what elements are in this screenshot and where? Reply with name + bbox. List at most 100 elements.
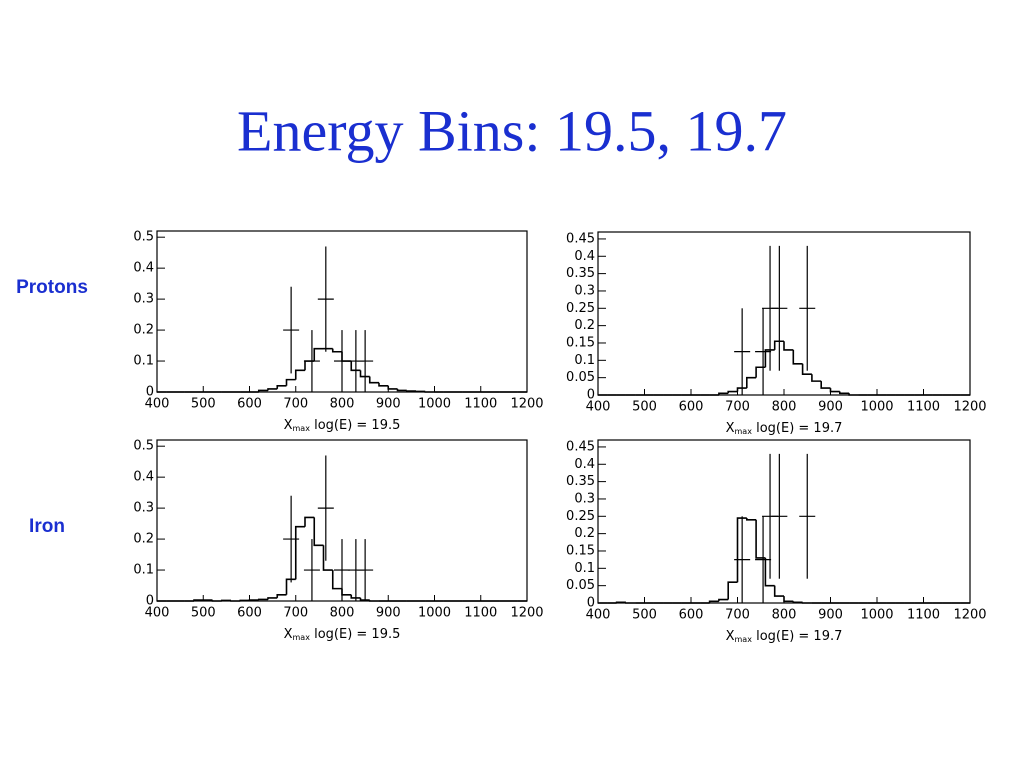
histogram-bin	[193, 599, 204, 601]
x-tick-label: 1200	[953, 608, 986, 623]
histogram-bin	[257, 389, 268, 392]
histogram	[598, 245, 970, 396]
y-tick-label: 0	[587, 596, 595, 611]
histogram-bin	[839, 391, 850, 395]
y-tick-label: 0.4	[133, 261, 154, 276]
histogram-bin	[801, 363, 812, 375]
x-tick-label: 800	[330, 606, 355, 621]
histogram-bin	[746, 518, 757, 521]
histogram-bin	[276, 385, 287, 389]
x-tick-label: 900	[818, 400, 843, 415]
y-tick-label: 0.1	[133, 563, 154, 578]
histogram-bin	[359, 370, 370, 378]
histogram-bin	[322, 545, 333, 571]
y-tick-label: 0.5	[133, 439, 154, 454]
histogram-bin	[257, 598, 268, 601]
histogram-bin	[615, 601, 626, 604]
plot-frame	[597, 231, 971, 396]
x-axis-label: Xmax log(E) = 19.5	[284, 418, 401, 433]
x-tick-label: 1100	[907, 608, 940, 623]
y-tick-label: 0.2	[574, 318, 595, 333]
x-tick-label: 700	[725, 400, 750, 415]
histogram-bin	[424, 391, 435, 393]
histogram-bin	[405, 390, 416, 392]
x-axis-label-rest: log(E) = 19.5	[310, 418, 400, 433]
y-tick-label: 0.1	[574, 353, 595, 368]
x-axis-label-main: X	[726, 629, 735, 644]
y-tick-label: 0.4	[574, 457, 595, 472]
x-tick-label: 500	[632, 400, 657, 415]
histogram-bin	[350, 594, 361, 599]
x-tick-label: 600	[237, 606, 262, 621]
histogram-bin	[783, 596, 794, 603]
histogram-bin	[378, 382, 389, 387]
y-tick-label: 0.2	[133, 532, 154, 547]
histogram-bin	[350, 361, 361, 372]
x-tick-label: 900	[376, 606, 401, 621]
x-axis-label: Xmax log(E) = 19.7	[726, 421, 843, 436]
x-axis-label: Xmax log(E) = 19.7	[726, 629, 843, 644]
y-tick-label: 0.2	[574, 526, 595, 541]
x-tick-label: 800	[330, 397, 355, 412]
x-tick-label: 500	[191, 606, 216, 621]
x-axis-label-main: X	[284, 418, 293, 433]
y-tick-label: 0.5	[133, 230, 154, 245]
y-tick-label: 0.25	[566, 509, 595, 524]
x-tick-label: 800	[772, 608, 797, 623]
histogram-bin	[267, 388, 278, 391]
x-tick-label: 900	[818, 608, 843, 623]
y-tick-label: 0.3	[133, 292, 154, 307]
histogram-bin	[220, 599, 231, 602]
histogram-bin	[792, 601, 803, 604]
x-tick-label: 1200	[953, 400, 986, 415]
x-tick-label: 1100	[464, 397, 497, 412]
histogram-bin	[755, 366, 766, 378]
x-tick-label: 400	[145, 606, 170, 621]
x-axis-label-sub: max	[735, 635, 753, 644]
histogram-bin	[294, 525, 305, 580]
y-tick-label: 0.35	[566, 474, 595, 489]
histogram-bin	[396, 388, 407, 392]
y-tick-label: 0.45	[566, 439, 595, 454]
histogram-bin	[285, 578, 296, 595]
x-axis-label-rest: log(E) = 19.7	[752, 421, 842, 436]
histogram-bin	[829, 388, 840, 393]
histogram-bin	[764, 557, 775, 587]
histogram-bin	[727, 390, 738, 394]
histogram-bin	[848, 393, 859, 396]
histogram-bin	[801, 602, 812, 604]
histogram-bin	[718, 392, 729, 395]
histogram-bin	[773, 340, 784, 350]
x-tick-label: 600	[679, 608, 704, 623]
histogram-bin	[755, 519, 766, 559]
x-tick-label: 400	[145, 397, 170, 412]
y-tick-label: 0.3	[574, 283, 595, 298]
x-tick-label: 400	[586, 400, 611, 415]
histogram-bin	[820, 381, 831, 389]
plot-frame	[597, 439, 971, 604]
histogram-bin	[230, 600, 241, 602]
x-tick-label: 1200	[510, 397, 543, 412]
histogram-bin	[727, 581, 738, 600]
y-tick-label: 0.35	[566, 266, 595, 281]
x-tick-label: 700	[725, 608, 750, 623]
x-tick-label: 1000	[418, 397, 451, 412]
histogram	[157, 455, 527, 602]
histogram-bin	[625, 602, 636, 604]
x-tick-label: 900	[376, 397, 401, 412]
x-tick-label: 1000	[860, 400, 893, 415]
histogram-bin	[267, 597, 278, 600]
y-tick-label: 0.05	[566, 370, 595, 385]
x-axis-label-main: X	[284, 627, 293, 642]
histogram-bin	[811, 374, 822, 382]
histogram-bin	[368, 600, 379, 602]
histogram-bin	[294, 369, 305, 380]
slide-title: Energy Bins: 19.5, 19.7	[237, 98, 787, 163]
x-axis-label-rest: log(E) = 19.7	[752, 629, 842, 644]
y-tick-label: 0.4	[133, 470, 154, 485]
y-tick-label: 0.15	[566, 543, 595, 558]
x-axis-label-rest: log(E) = 19.5	[310, 627, 400, 642]
histogram-bin	[331, 348, 342, 353]
histogram-bin	[783, 341, 794, 351]
x-tick-label: 1000	[418, 606, 451, 621]
